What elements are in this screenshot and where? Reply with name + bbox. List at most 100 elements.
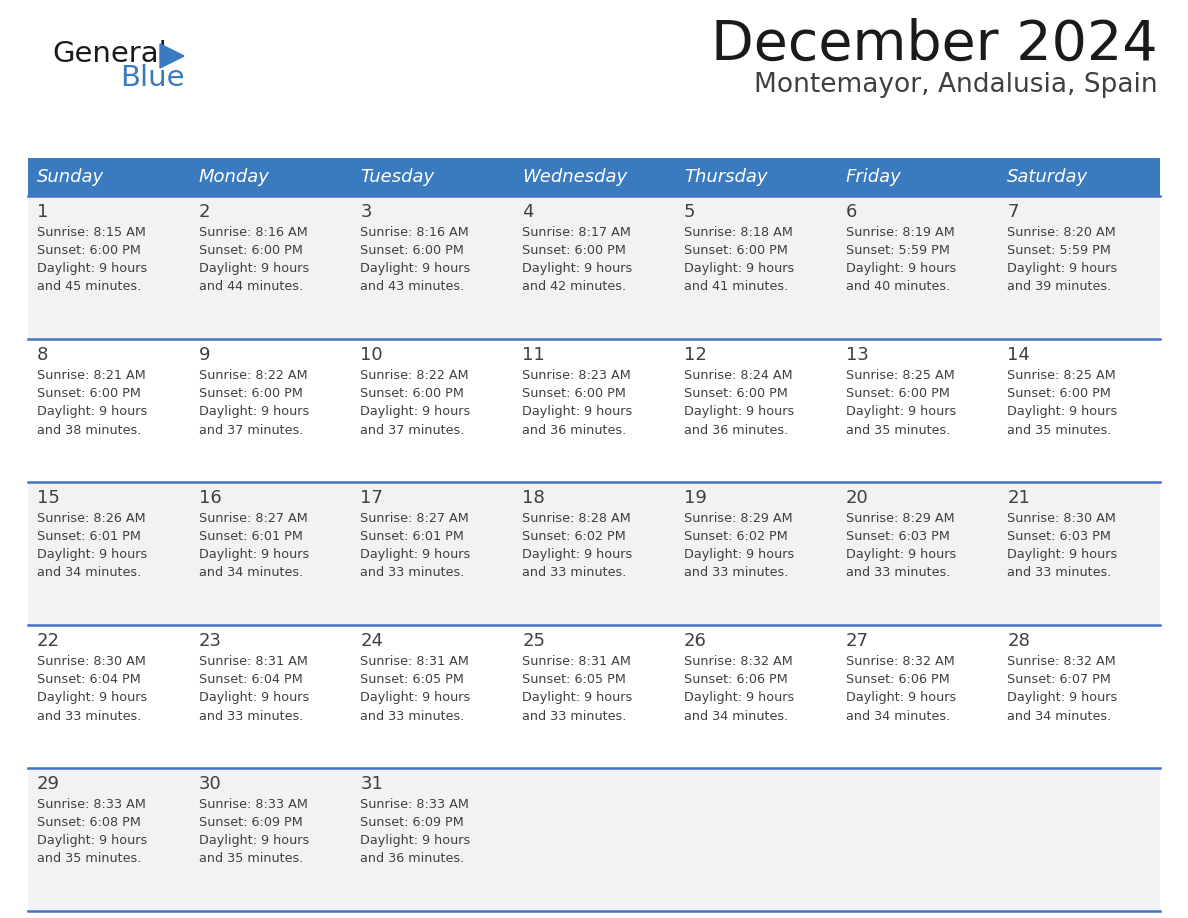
Text: 29: 29 [37, 775, 61, 793]
Text: Sunrise: 8:29 AM: Sunrise: 8:29 AM [684, 512, 792, 525]
Text: Sunrise: 8:17 AM: Sunrise: 8:17 AM [523, 226, 631, 239]
Text: 31: 31 [360, 775, 384, 793]
Text: Sunrise: 8:22 AM: Sunrise: 8:22 AM [198, 369, 308, 382]
Text: Daylight: 9 hours
and 42 minutes.: Daylight: 9 hours and 42 minutes. [523, 262, 632, 294]
Text: Sunrise: 8:28 AM: Sunrise: 8:28 AM [523, 512, 631, 525]
Text: Daylight: 9 hours
and 37 minutes.: Daylight: 9 hours and 37 minutes. [360, 405, 470, 436]
Text: Sunset: 6:01 PM: Sunset: 6:01 PM [198, 530, 303, 543]
Text: 16: 16 [198, 489, 221, 507]
Text: Daylight: 9 hours
and 33 minutes.: Daylight: 9 hours and 33 minutes. [846, 548, 956, 579]
Text: Daylight: 9 hours
and 44 minutes.: Daylight: 9 hours and 44 minutes. [198, 262, 309, 294]
Text: Daylight: 9 hours
and 33 minutes.: Daylight: 9 hours and 33 minutes. [360, 548, 470, 579]
Text: Sunset: 6:00 PM: Sunset: 6:00 PM [37, 244, 141, 257]
Text: 25: 25 [523, 632, 545, 650]
Text: Sunrise: 8:25 AM: Sunrise: 8:25 AM [1007, 369, 1116, 382]
Text: 22: 22 [37, 632, 61, 650]
Text: Sunrise: 8:31 AM: Sunrise: 8:31 AM [360, 655, 469, 668]
Text: 5: 5 [684, 203, 695, 221]
Text: Sunrise: 8:33 AM: Sunrise: 8:33 AM [360, 798, 469, 811]
Text: Daylight: 9 hours
and 38 minutes.: Daylight: 9 hours and 38 minutes. [37, 405, 147, 436]
Text: Sunrise: 8:29 AM: Sunrise: 8:29 AM [846, 512, 954, 525]
Text: Daylight: 9 hours
and 35 minutes.: Daylight: 9 hours and 35 minutes. [846, 405, 956, 436]
Text: Monday: Monday [198, 168, 270, 186]
Text: Sunset: 6:07 PM: Sunset: 6:07 PM [1007, 673, 1111, 686]
Text: Daylight: 9 hours
and 36 minutes.: Daylight: 9 hours and 36 minutes. [684, 405, 794, 436]
Text: Daylight: 9 hours
and 33 minutes.: Daylight: 9 hours and 33 minutes. [1007, 548, 1118, 579]
Bar [29, 625, 1159, 768]
Text: Sunset: 6:05 PM: Sunset: 6:05 PM [523, 673, 626, 686]
Bar [998, 158, 1159, 196]
Text: Sunset: 6:05 PM: Sunset: 6:05 PM [360, 673, 465, 686]
Text: Daylight: 9 hours
and 33 minutes.: Daylight: 9 hours and 33 minutes. [523, 548, 632, 579]
Text: Sunset: 6:00 PM: Sunset: 6:00 PM [684, 387, 788, 400]
Text: Sunrise: 8:33 AM: Sunrise: 8:33 AM [198, 798, 308, 811]
Text: Sunrise: 8:25 AM: Sunrise: 8:25 AM [846, 369, 954, 382]
Text: Sunset: 6:04 PM: Sunset: 6:04 PM [198, 673, 303, 686]
Text: Sunrise: 8:31 AM: Sunrise: 8:31 AM [523, 655, 631, 668]
Text: Sunset: 6:01 PM: Sunset: 6:01 PM [360, 530, 465, 543]
Bar [29, 158, 190, 196]
Text: Sunrise: 8:27 AM: Sunrise: 8:27 AM [360, 512, 469, 525]
Text: Daylight: 9 hours
and 36 minutes.: Daylight: 9 hours and 36 minutes. [523, 405, 632, 436]
Text: Sunset: 6:00 PM: Sunset: 6:00 PM [360, 244, 465, 257]
Text: Daylight: 9 hours
and 35 minutes.: Daylight: 9 hours and 35 minutes. [198, 834, 309, 866]
Text: Daylight: 9 hours
and 34 minutes.: Daylight: 9 hours and 34 minutes. [1007, 691, 1118, 722]
Text: Sunset: 6:06 PM: Sunset: 6:06 PM [846, 673, 949, 686]
Text: Daylight: 9 hours
and 33 minutes.: Daylight: 9 hours and 33 minutes. [523, 691, 632, 722]
Text: 20: 20 [846, 489, 868, 507]
Text: 24: 24 [360, 632, 384, 650]
Text: Sunset: 6:08 PM: Sunset: 6:08 PM [37, 816, 141, 829]
Text: Thursday: Thursday [684, 168, 767, 186]
Text: Blue: Blue [120, 64, 184, 92]
Text: Sunrise: 8:26 AM: Sunrise: 8:26 AM [37, 512, 146, 525]
Bar [190, 158, 352, 196]
Text: Sunset: 6:02 PM: Sunset: 6:02 PM [523, 530, 626, 543]
Text: Sunset: 6:01 PM: Sunset: 6:01 PM [37, 530, 141, 543]
Text: 28: 28 [1007, 632, 1030, 650]
Text: Sunset: 6:00 PM: Sunset: 6:00 PM [198, 244, 303, 257]
Text: Sunrise: 8:22 AM: Sunrise: 8:22 AM [360, 369, 469, 382]
Bar [29, 196, 1159, 339]
Text: Daylight: 9 hours
and 36 minutes.: Daylight: 9 hours and 36 minutes. [360, 834, 470, 866]
Text: Sunrise: 8:23 AM: Sunrise: 8:23 AM [523, 369, 631, 382]
Text: Sunset: 5:59 PM: Sunset: 5:59 PM [1007, 244, 1111, 257]
Text: 12: 12 [684, 346, 707, 364]
Text: Daylight: 9 hours
and 33 minutes.: Daylight: 9 hours and 33 minutes. [684, 548, 794, 579]
Text: Sunrise: 8:32 AM: Sunrise: 8:32 AM [846, 655, 954, 668]
Text: Saturday: Saturday [1007, 168, 1088, 186]
Text: Sunset: 6:00 PM: Sunset: 6:00 PM [1007, 387, 1111, 400]
Text: Sunrise: 8:16 AM: Sunrise: 8:16 AM [360, 226, 469, 239]
Text: December 2024: December 2024 [712, 18, 1158, 72]
Text: Daylight: 9 hours
and 41 minutes.: Daylight: 9 hours and 41 minutes. [684, 262, 794, 294]
Text: Sunrise: 8:21 AM: Sunrise: 8:21 AM [37, 369, 146, 382]
Text: 17: 17 [360, 489, 384, 507]
Bar [513, 158, 675, 196]
Bar [29, 482, 1159, 625]
Text: Sunrise: 8:32 AM: Sunrise: 8:32 AM [684, 655, 792, 668]
Text: Daylight: 9 hours
and 34 minutes.: Daylight: 9 hours and 34 minutes. [37, 548, 147, 579]
Text: Sunrise: 8:18 AM: Sunrise: 8:18 AM [684, 226, 792, 239]
Text: General: General [52, 40, 166, 68]
Text: Sunday: Sunday [37, 168, 105, 186]
Text: Daylight: 9 hours
and 45 minutes.: Daylight: 9 hours and 45 minutes. [37, 262, 147, 294]
Text: Daylight: 9 hours
and 37 minutes.: Daylight: 9 hours and 37 minutes. [198, 405, 309, 436]
Text: 18: 18 [523, 489, 545, 507]
Text: Sunset: 6:00 PM: Sunset: 6:00 PM [846, 387, 949, 400]
Text: Sunrise: 8:33 AM: Sunrise: 8:33 AM [37, 798, 146, 811]
Text: Tuesday: Tuesday [360, 168, 435, 186]
Text: Sunset: 6:04 PM: Sunset: 6:04 PM [37, 673, 140, 686]
Text: Sunset: 6:00 PM: Sunset: 6:00 PM [360, 387, 465, 400]
Bar [675, 158, 836, 196]
Text: Daylight: 9 hours
and 43 minutes.: Daylight: 9 hours and 43 minutes. [360, 262, 470, 294]
Text: Sunrise: 8:30 AM: Sunrise: 8:30 AM [1007, 512, 1117, 525]
Text: 9: 9 [198, 346, 210, 364]
Text: Daylight: 9 hours
and 40 minutes.: Daylight: 9 hours and 40 minutes. [846, 262, 956, 294]
Text: Sunrise: 8:30 AM: Sunrise: 8:30 AM [37, 655, 146, 668]
Bar [29, 768, 1159, 911]
Text: 14: 14 [1007, 346, 1030, 364]
Text: Daylight: 9 hours
and 39 minutes.: Daylight: 9 hours and 39 minutes. [1007, 262, 1118, 294]
Text: Sunrise: 8:19 AM: Sunrise: 8:19 AM [846, 226, 954, 239]
Text: 1: 1 [37, 203, 49, 221]
Text: Sunset: 6:00 PM: Sunset: 6:00 PM [684, 244, 788, 257]
Text: Sunset: 5:59 PM: Sunset: 5:59 PM [846, 244, 949, 257]
